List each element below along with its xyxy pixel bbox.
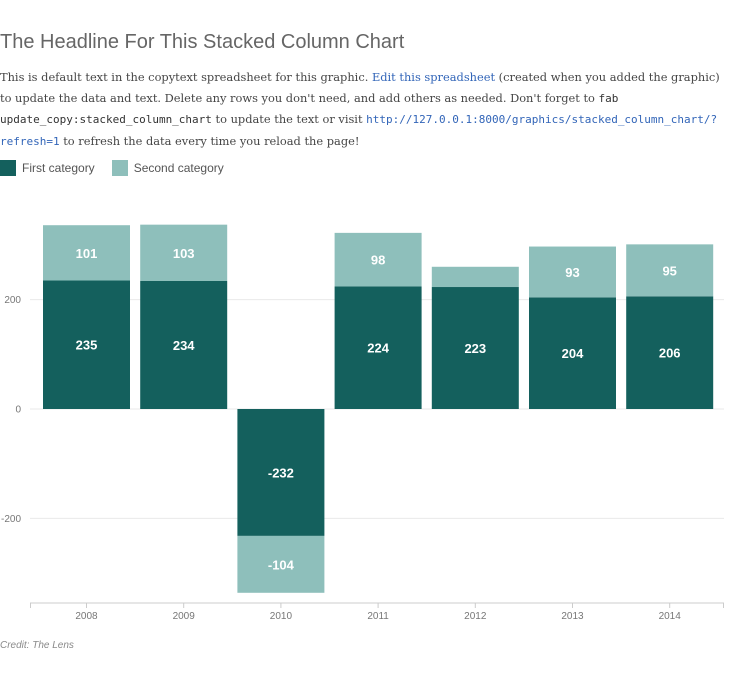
bar-segment — [43, 280, 130, 409]
x-tick-label: 2010 — [270, 611, 293, 622]
x-tick-label: 2014 — [659, 611, 682, 622]
bar-value-label: 103 — [173, 246, 195, 261]
bar-segment — [431, 266, 519, 288]
x-tick-label: 2011 — [367, 611, 389, 622]
bar-value-label: 95 — [662, 263, 676, 278]
bar-segment — [140, 224, 228, 282]
update-command: fab update_copy:stacked_column_chart — [0, 91, 619, 127]
bar-value-label: 101 — [76, 246, 98, 261]
bar-value-label: 223 — [464, 341, 486, 356]
x-tick-label: 2008 — [75, 611, 98, 622]
intro-text-3: to update the text or visit — [211, 112, 367, 127]
legend-label-first: First category — [22, 161, 95, 175]
bar-segment — [334, 286, 422, 409]
bar-segment — [626, 244, 714, 297]
chart-credit: Credit: The Lens — [0, 640, 74, 651]
chart-legend: First category Second category — [0, 160, 241, 176]
intro-copy: This is default text in the copytext spr… — [0, 67, 728, 152]
y-tick-label: 0 — [15, 405, 21, 416]
legend-label-second: Second category — [133, 161, 224, 175]
bar-value-label: 93 — [565, 265, 579, 280]
bar-value-label: 206 — [659, 346, 681, 361]
intro-text-1: This is default text in the copytext spr… — [0, 70, 372, 84]
x-tick-label: 2012 — [464, 611, 487, 622]
y-tick-label: -200 — [1, 514, 21, 525]
bar-segment — [529, 246, 616, 298]
bar-value-label: -232 — [268, 465, 294, 480]
bar-segment — [529, 297, 616, 409]
stacked-column-chart: 200 0 -200 235 101 234 103 -232 -104 224 98 223 204 9… — [1, 224, 724, 622]
bar-segment — [334, 232, 422, 287]
refresh-url: http://127.0.0.1:8000/graphics/stacked_c… — [0, 113, 718, 148]
bar-value-label: 224 — [367, 341, 389, 356]
bar-value-label: 235 — [76, 338, 98, 353]
bar-segment — [43, 225, 130, 281]
bar-value-label: 204 — [562, 346, 584, 361]
bar-value-label: 234 — [173, 338, 195, 353]
legend-swatch-first — [0, 160, 16, 176]
intro-text-2: (created when you added the graphic) to … — [0, 70, 720, 105]
x-tick-label: 2009 — [173, 611, 196, 622]
bar-value-label: -104 — [268, 557, 295, 572]
intro-text-4: to refresh the data every time you reloa… — [59, 133, 360, 148]
x-tick-label: 2013 — [561, 611, 584, 622]
legend-item-second-category: Second category — [111, 160, 224, 176]
bar-segment — [431, 287, 519, 409]
chart-headline: The Headline For This Stacked Column Cha… — [0, 31, 405, 53]
legend-item-first-category: First category — [0, 160, 95, 176]
bar-segment — [626, 296, 714, 409]
bar-segment — [237, 535, 325, 593]
legend-swatch-second — [111, 160, 128, 176]
edit-spreadsheet-link[interactable]: Edit this spreadsheet — [371, 70, 496, 84]
y-tick-label: 200 — [4, 295, 21, 306]
bar-segment — [140, 281, 228, 409]
bar-value-label: 98 — [371, 253, 385, 268]
bar-segment — [237, 409, 325, 536]
